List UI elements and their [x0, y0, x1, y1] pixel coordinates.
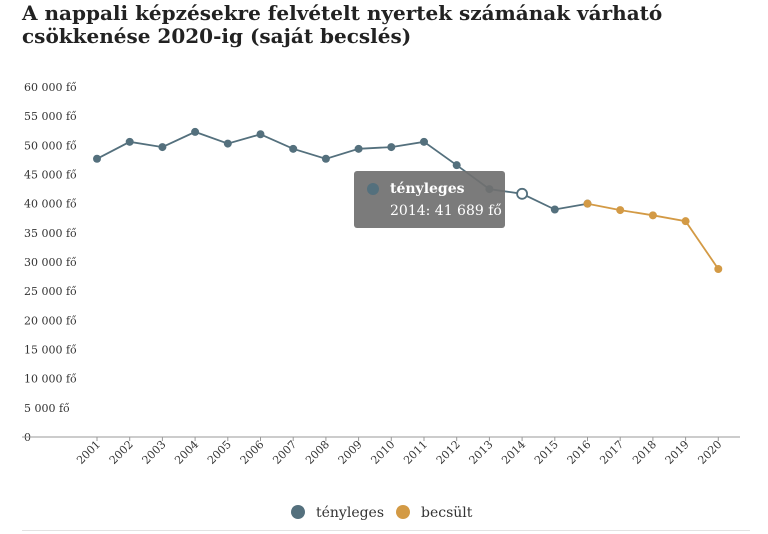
x-tick-label: 2007 [270, 438, 299, 467]
tooltip-series-name: tényleges [390, 181, 465, 197]
data-point [289, 144, 298, 153]
y-tick-label: 40 000 fő [24, 198, 77, 211]
data-point [550, 205, 559, 214]
x-tick-label: 2002 [107, 438, 136, 467]
tooltip-series-dot [367, 183, 379, 195]
x-tick-label: 2004 [172, 438, 201, 467]
bottom-divider [22, 530, 750, 531]
x-tick-label: 2003 [140, 438, 169, 467]
data-point [583, 199, 592, 208]
data-point [616, 206, 625, 215]
y-tick-label: 15 000 fő [24, 344, 77, 357]
x-tick-label: 2009 [336, 438, 365, 467]
legend-marker [396, 505, 410, 519]
x-tick-label: 2013 [467, 438, 496, 467]
y-tick-label: 50 000 fő [24, 139, 77, 152]
x-tick-label: 2016 [565, 438, 594, 467]
y-tick-label: 25 000 fő [24, 285, 77, 298]
tooltip: tényleges 2014: 41 689 fő [354, 171, 505, 228]
tooltip-value: 2014: 41 689 fő [390, 203, 502, 219]
x-tick-label: 2014 [499, 438, 528, 467]
x-axis: 2001 2002 2003 2004 2005 2006 2007 2008 2009 2010… [22, 436, 740, 467]
x-tick-label: 2019 [663, 438, 692, 467]
data-point [648, 211, 657, 220]
data-point [125, 137, 134, 146]
data-point [223, 139, 232, 148]
data-point [681, 217, 690, 226]
data-point [387, 143, 396, 152]
x-tick-label: 2020 [695, 438, 724, 467]
data-point [420, 137, 428, 146]
y-tick-label: 55 000 fő [24, 110, 77, 123]
x-tick-label: 2005 [205, 438, 234, 467]
data-point [714, 265, 723, 273]
legend: tényleges becsült [291, 505, 473, 521]
data-point [354, 144, 363, 153]
legend-label: becsült [421, 505, 473, 521]
x-tick-label: 2006 [238, 438, 267, 467]
y-tick-label: 20 000 fő [24, 314, 77, 327]
highlighted-data-point [516, 187, 528, 200]
x-tick-label: 2012 [434, 438, 463, 467]
x-tick-label: 2008 [303, 438, 332, 467]
data-point [452, 161, 461, 170]
x-tick-label: 2017 [597, 438, 626, 467]
chart-title: A nappali képzésekre felvételt nyertek s… [22, 1, 663, 48]
x-tick-label: 2001 [74, 438, 103, 467]
data-point [93, 154, 101, 163]
y-tick-label: 30 000 fő [24, 256, 77, 269]
y-tick-label: 45 000 fő [24, 169, 77, 182]
x-tick-label: 2015 [532, 438, 561, 467]
series-line-tényleges [96, 130, 588, 211]
y-tick-label: 35 000 fő [24, 227, 77, 240]
legend-marker [291, 505, 305, 519]
data-point [256, 130, 265, 139]
y-tick-label: 5 000 fő [24, 402, 70, 415]
x-tick-label: 2010 [368, 438, 397, 467]
data-point [158, 143, 167, 152]
x-tick-label: 2018 [630, 438, 659, 467]
x-tick-label: 2011 [401, 438, 430, 467]
y-tick-label: 10 000 fő [24, 373, 77, 386]
legend-label: tényleges [316, 505, 384, 521]
data-point [191, 127, 200, 136]
data-point [321, 154, 330, 163]
y-tick-label: 60 000 fő [24, 81, 77, 94]
